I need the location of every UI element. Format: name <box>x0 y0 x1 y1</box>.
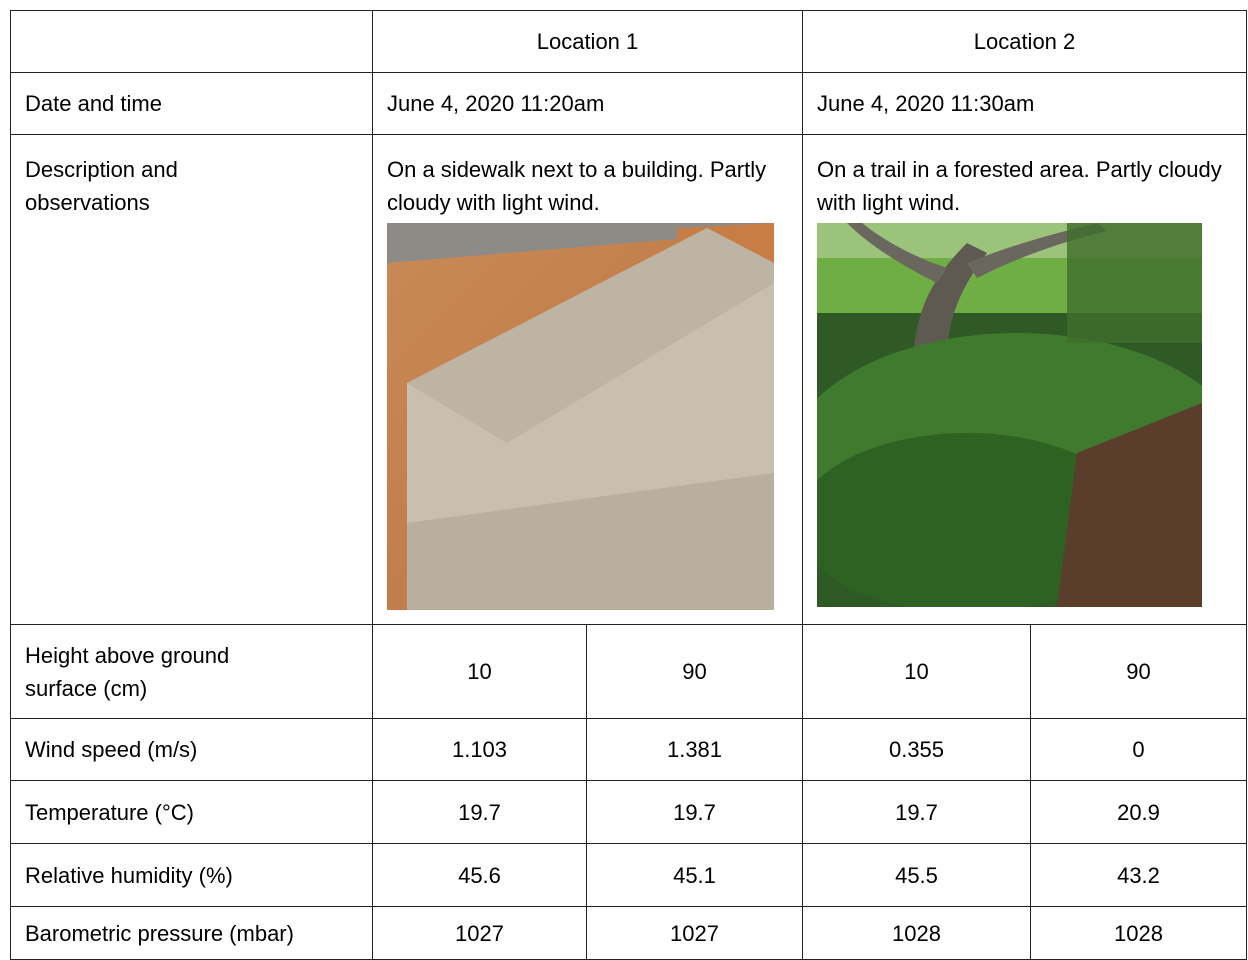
value-cell: 45.6 <box>372 843 587 907</box>
value-cell: 90 <box>586 624 803 719</box>
value-cell: 45.1 <box>586 843 803 907</box>
row-label: Description and observations <box>10 134 373 625</box>
description-cell: On a trail in a forested area. Partly cl… <box>802 134 1247 625</box>
header-row: Location 1 Location 2 <box>10 10 1247 73</box>
value-cell: 43.2 <box>1030 843 1247 907</box>
value-cell: 1028 <box>1030 906 1247 960</box>
row-label: Date and time <box>10 72 373 135</box>
value-cell: 10 <box>372 624 587 719</box>
description-cell: On a sidewalk next to a building. Partly… <box>372 134 803 625</box>
location-header: Location 1 <box>372 10 803 73</box>
measurement-row: Relative humidity (%) 45.6 45.1 45.5 43.2 <box>10 843 1247 907</box>
value-cell: 20.9 <box>1030 780 1247 844</box>
row-label: Height above ground surface (cm) <box>10 624 373 719</box>
forest-photo <box>817 223 1202 607</box>
description-row: Description and observations On a sidewa… <box>10 134 1247 625</box>
measurement-row: Barometric pressure (mbar) 1027 1027 1028 10… <box>10 906 1247 960</box>
row-label: Wind speed (m/s) <box>10 718 373 781</box>
value-cell: 19.7 <box>802 780 1031 844</box>
row-label: Temperature (°C) <box>10 780 373 844</box>
value-cell: 1027 <box>586 906 803 960</box>
value-cell: 1.103 <box>372 718 587 781</box>
data-table: Location 1 Location 2 Date and time June… <box>10 10 1247 960</box>
value-cell: 1.381 <box>586 718 803 781</box>
value-cell: 0 <box>1030 718 1247 781</box>
value-cell: 19.7 <box>372 780 587 844</box>
value-cell: 19.7 <box>586 780 803 844</box>
date-row: Date and time June 4, 2020 11:20am June … <box>10 72 1247 135</box>
value-cell: 1027 <box>372 906 587 960</box>
measurement-row: Temperature (°C) 19.7 19.7 19.7 20.9 <box>10 780 1247 844</box>
row-label: Relative humidity (%) <box>10 843 373 907</box>
label-text: Description and observations <box>25 157 178 215</box>
measurement-row: Height above ground surface (cm) 10 90 10 90 <box>10 624 1247 719</box>
value-cell: 0.355 <box>802 718 1031 781</box>
value-cell: 90 <box>1030 624 1247 719</box>
value-cell: 1028 <box>802 906 1031 960</box>
description-text: On a trail in a forested area. Partly cl… <box>817 157 1222 215</box>
value-cell: 10 <box>802 624 1031 719</box>
value-cell: 45.5 <box>802 843 1031 907</box>
sidewalk-photo <box>387 223 774 610</box>
measurement-row: Wind speed (m/s) 1.103 1.381 0.355 0 <box>10 718 1247 781</box>
location-header: Location 2 <box>802 10 1247 73</box>
row-label: Barometric pressure (mbar) <box>10 906 373 960</box>
date-cell: June 4, 2020 11:20am <box>372 72 803 135</box>
description-text: On a sidewalk next to a building. Partly… <box>387 157 767 215</box>
corner-cell <box>10 10 373 73</box>
date-cell: June 4, 2020 11:30am <box>802 72 1247 135</box>
